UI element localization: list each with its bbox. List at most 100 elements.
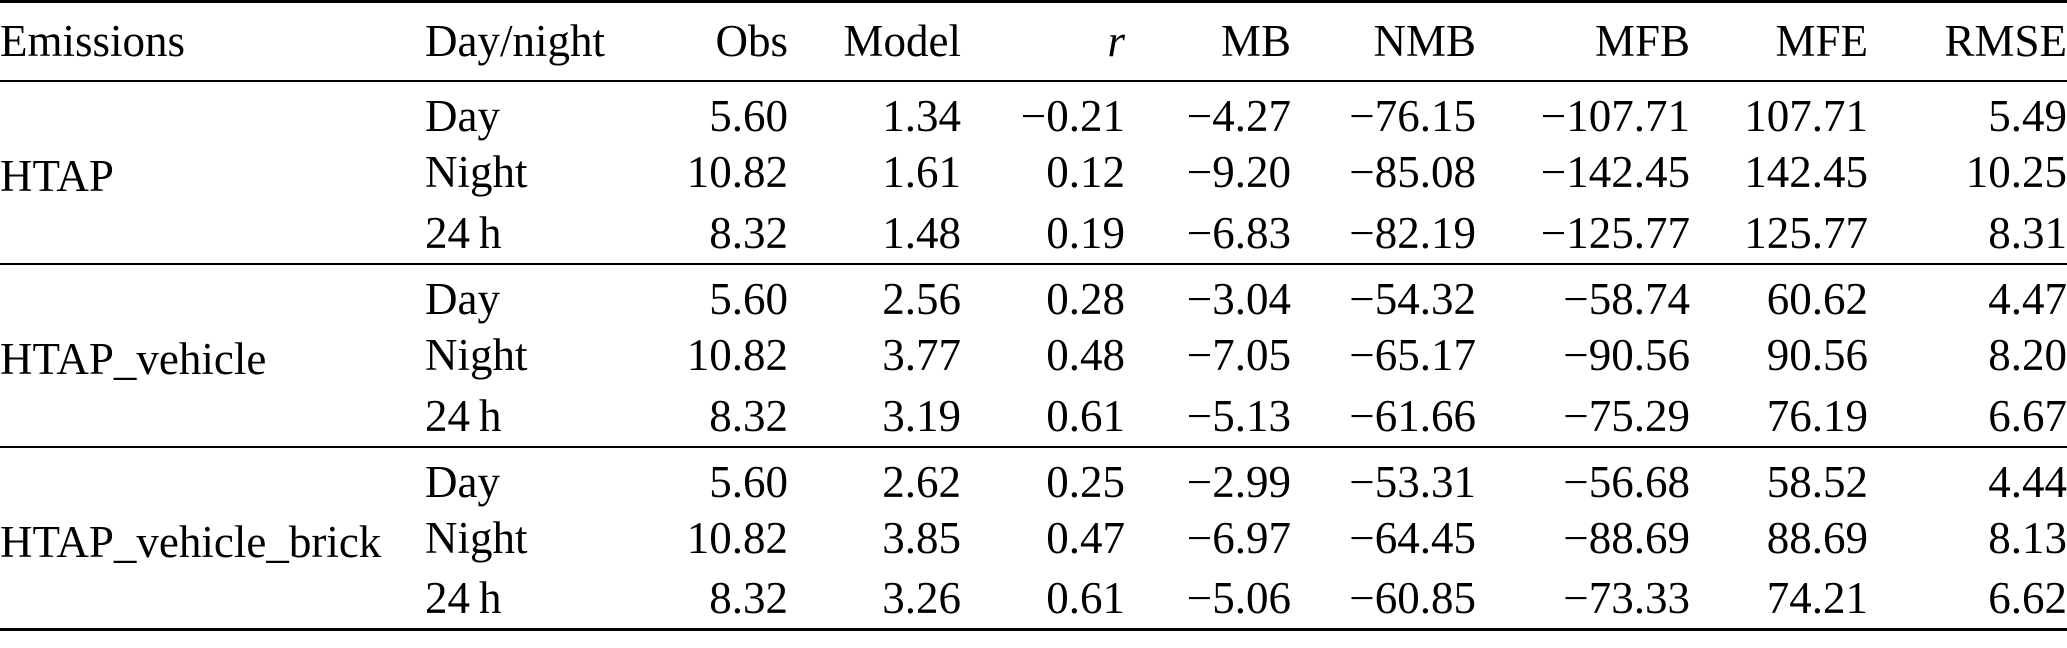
group-htap: HTAP Day 5.60 1.34 −0.21 −4.27 −76.15 −1… [0, 81, 2067, 264]
mfe-cell: 142.45 [1744, 147, 1868, 197]
emissions-label: HTAP [0, 151, 114, 201]
period-cell: 24 h [425, 573, 502, 624]
mfb-cell: −90.56 [1563, 330, 1690, 380]
model-cell: 3.77 [882, 330, 961, 380]
mfb-cell: −75.29 [1563, 390, 1690, 441]
rmse-cell: 6.62 [1988, 573, 2067, 624]
model-cell: 1.34 [882, 90, 961, 141]
mfe-cell: 125.77 [1744, 207, 1868, 258]
r-cell: 0.19 [1046, 207, 1125, 258]
mfb-cell: −142.45 [1540, 147, 1690, 197]
mfe-cell: 60.62 [1766, 273, 1868, 324]
model-cell: 2.56 [882, 273, 961, 324]
mfb-cell: −88.69 [1563, 513, 1690, 563]
model-cell: 3.26 [882, 573, 961, 624]
table-row: Night 10.82 1.61 0.12 −9.20 −85.08 −142.… [0, 142, 2067, 203]
model-cell: 1.48 [882, 207, 961, 258]
obs-cell: 8.32 [709, 390, 788, 441]
mb-cell: −9.20 [1186, 147, 1291, 197]
mfe-cell: 74.21 [1766, 573, 1868, 624]
col-header-mfe: MFE [1690, 1, 1868, 82]
mfe-cell: 88.69 [1766, 513, 1868, 563]
col-header-nmb: NMB [1291, 1, 1476, 82]
col-header-mfb: MFB [1476, 1, 1690, 82]
table-row: 24 h 8.32 3.19 0.61 −5.13 −61.66 −75.29 … [0, 386, 2067, 447]
rmse-cell: 8.20 [1988, 330, 2067, 380]
nmb-cell: −64.45 [1349, 513, 1476, 563]
period-cell: Day [425, 456, 500, 507]
rmse-cell: 4.47 [1988, 273, 2067, 324]
nmb-cell: −54.32 [1349, 273, 1476, 324]
r-cell: 0.61 [1046, 573, 1125, 624]
table-row: HTAP_vehicle_brick Day 5.60 2.62 0.25 −2… [0, 447, 2067, 567]
period-cell: Night [425, 513, 528, 563]
period-cell: Night [425, 147, 528, 197]
emissions-label: HTAP_vehicle_brick [0, 516, 382, 567]
rmse-cell: 4.44 [1988, 456, 2067, 507]
nmb-cell: −82.19 [1349, 207, 1476, 258]
mfb-cell: −58.74 [1563, 273, 1690, 324]
emissions-label: HTAP_vehicle [0, 334, 267, 384]
mb-cell: −3.04 [1186, 273, 1291, 324]
obs-cell: 5.60 [709, 456, 788, 507]
col-header-emissions: Emissions [0, 1, 425, 82]
period-cell: 24 h [425, 207, 502, 258]
period-cell: Night [425, 330, 528, 380]
col-header-obs: Obs [600, 1, 788, 82]
r-cell: 0.61 [1046, 390, 1125, 441]
obs-cell: 8.32 [709, 573, 788, 624]
table-row: Night 10.82 3.85 0.47 −6.97 −64.45 −88.6… [0, 508, 2067, 569]
obs-cell: 8.32 [709, 207, 788, 258]
r-cell: 0.48 [1046, 330, 1125, 380]
obs-cell: 10.82 [686, 330, 788, 380]
table-row: 24 h 8.32 3.26 0.61 −5.06 −60.85 −73.33 … [0, 569, 2067, 630]
model-cell: 3.19 [882, 390, 961, 441]
col-header-model: Model [788, 1, 961, 82]
nmb-cell: −61.66 [1349, 390, 1476, 441]
mb-cell: −5.06 [1186, 573, 1291, 624]
r-cell: 0.47 [1046, 513, 1125, 563]
nmb-cell: −85.08 [1349, 147, 1476, 197]
col-header-day-night: Day/night [425, 1, 605, 82]
rmse-cell: 5.49 [1988, 90, 2067, 141]
obs-cell: 10.82 [686, 147, 788, 197]
mb-cell: −4.27 [1186, 90, 1291, 141]
mfe-cell: 58.52 [1766, 456, 1868, 507]
obs-cell: 5.60 [709, 273, 788, 324]
group-htap-vehicle-brick: HTAP_vehicle_brick Day 5.60 2.62 0.25 −2… [0, 447, 2067, 630]
rmse-cell: 10.25 [1965, 147, 2067, 197]
rmse-cell: 8.13 [1988, 513, 2067, 563]
col-header-r: r [961, 1, 1125, 82]
mfb-cell: −56.68 [1563, 456, 1690, 507]
period-cell: 24 h [425, 390, 502, 441]
r-cell: −0.21 [1020, 90, 1125, 141]
table-row: 24 h 8.32 1.48 0.19 −6.83 −82.19 −125.77… [0, 203, 2067, 264]
mb-cell: −2.99 [1186, 456, 1291, 507]
col-header-mb: MB [1125, 1, 1291, 82]
mb-cell: −5.13 [1186, 390, 1291, 441]
col-header-rmse: RMSE [1868, 1, 2067, 82]
r-cell: 0.28 [1046, 273, 1125, 324]
header-row: Emissions Day/night Obs Model r MB NMB M… [0, 1, 2067, 82]
nmb-cell: −65.17 [1349, 330, 1476, 380]
mfe-cell: 90.56 [1766, 330, 1868, 380]
rmse-cell: 6.67 [1988, 390, 2067, 441]
mfb-cell: −125.77 [1540, 207, 1690, 258]
mfb-cell: −107.71 [1540, 90, 1690, 141]
model-cell: 3.85 [882, 513, 961, 563]
mb-cell: −7.05 [1186, 330, 1291, 380]
model-evaluation-stats-table: Emissions Day/night Obs Model r MB NMB M… [0, 0, 2067, 631]
obs-cell: 5.60 [709, 90, 788, 141]
r-cell: 0.25 [1046, 456, 1125, 507]
period-cell: Day [425, 273, 500, 324]
nmb-cell: −60.85 [1349, 573, 1476, 624]
table-row: HTAP Day 5.60 1.34 −0.21 −4.27 −76.15 −1… [0, 81, 2067, 202]
period-cell: Day [425, 90, 500, 141]
table-row: HTAP_vehicle Day 5.60 2.56 0.28 −3.04 −5… [0, 264, 2067, 385]
r-cell: 0.12 [1046, 147, 1125, 197]
model-cell: 2.62 [882, 456, 961, 507]
mfe-cell: 76.19 [1766, 390, 1868, 441]
model-cell: 1.61 [882, 147, 961, 197]
mfe-cell: 107.71 [1744, 90, 1868, 141]
table-row: Night 10.82 3.77 0.48 −7.05 −65.17 −90.5… [0, 325, 2067, 386]
